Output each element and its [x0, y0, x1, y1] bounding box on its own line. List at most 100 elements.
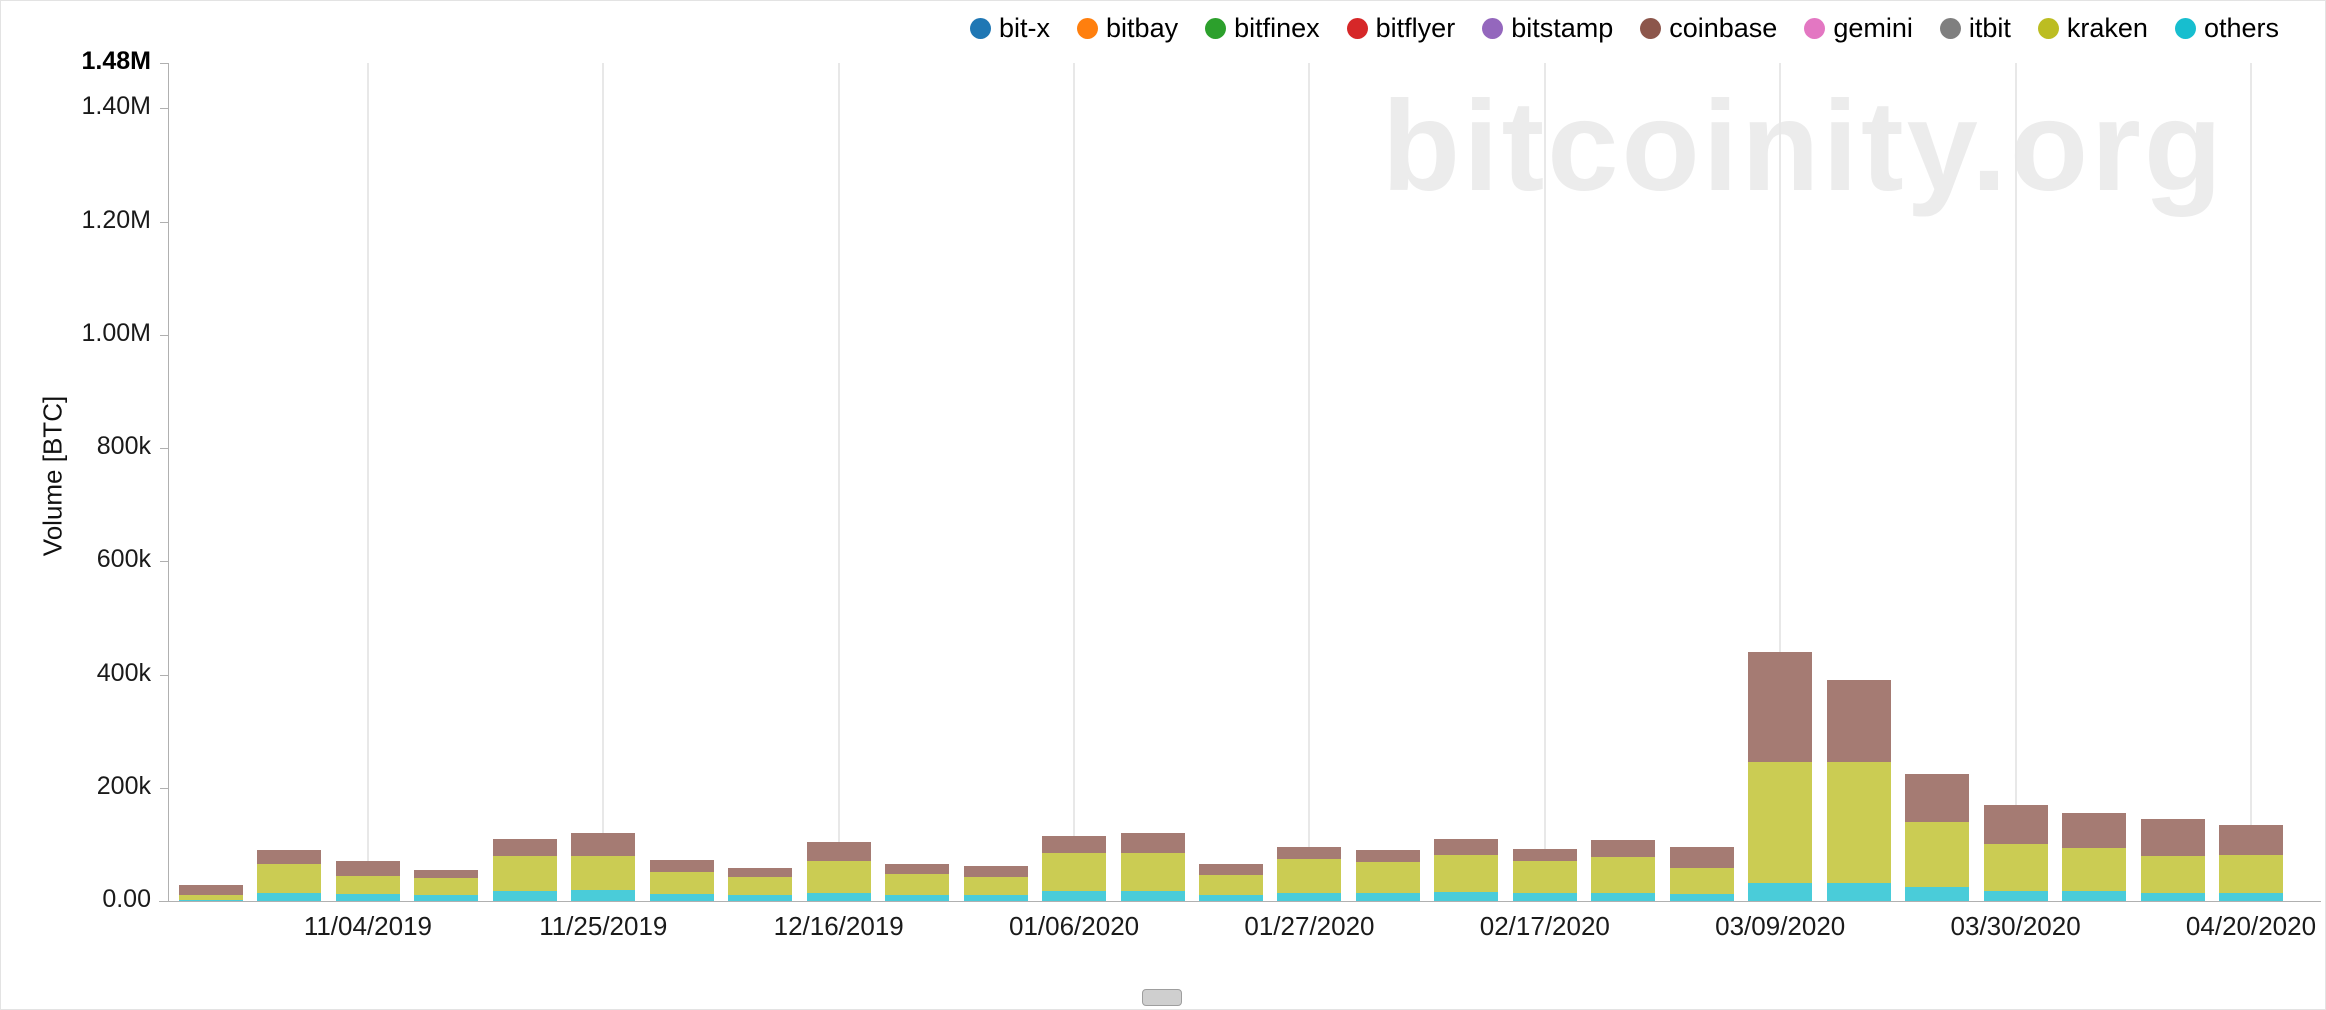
legend-item-bit-x[interactable]: bit-x [970, 13, 1050, 44]
legend-item-others[interactable]: others [2174, 13, 2279, 44]
grid-line [1073, 63, 1076, 901]
y-axis-tick [160, 221, 168, 223]
legend-item-itbit[interactable]: itbit [1939, 13, 2011, 44]
bar[interactable] [1669, 700, 1734, 901]
bar-segment-others[interactable] [963, 895, 1028, 901]
bar-segment-others[interactable] [1120, 890, 1185, 901]
bar[interactable] [492, 652, 557, 901]
grid-line [1308, 63, 1311, 901]
bar[interactable] [2062, 581, 2127, 901]
legend-item-bitfinex[interactable]: bitfinex [1205, 13, 1320, 44]
scrollbar-handle[interactable] [1142, 989, 1182, 1006]
legend-item-bitflyer[interactable]: bitflyer [1346, 13, 1455, 44]
y-tick-label: 1.00M [81, 318, 151, 347]
y-tick-label: 1.20M [81, 205, 151, 234]
bitstamp-legend-dot-icon [1482, 18, 1504, 39]
bar[interactable] [885, 740, 950, 901]
bar[interactable] [1905, 451, 1970, 901]
bar[interactable] [1591, 660, 1656, 901]
bar-segment-kraken[interactable] [1748, 762, 1813, 901]
bar-segment-others[interactable] [1983, 890, 2048, 901]
bar-segment-others[interactable] [1591, 892, 1656, 901]
bar-segment-others[interactable] [649, 894, 714, 901]
bar-segment-others[interactable] [571, 890, 636, 901]
bar-segment-others[interactable] [2062, 891, 2127, 901]
bar[interactable] [1983, 556, 2048, 901]
bar-segment-kraken[interactable] [963, 877, 1028, 901]
bit-x-legend-dot-icon [970, 18, 992, 39]
bar-segment-others[interactable] [257, 892, 322, 901]
bar-segment-others[interactable] [885, 894, 950, 901]
bar[interactable] [335, 737, 400, 901]
bar-segment-others[interactable] [1434, 891, 1499, 901]
bar[interactable] [1434, 658, 1499, 901]
x-tick-label: 03/09/2020 [1715, 911, 1846, 941]
bar[interactable] [1120, 635, 1185, 901]
x-tick-label: 02/17/2020 [1479, 911, 1610, 941]
legend-label: bitfinex [1234, 13, 1320, 43]
bar-segment-others[interactable] [2140, 892, 2205, 901]
y-tick-label: 1.48M [81, 47, 151, 75]
bar-segment-others[interactable] [1669, 893, 1734, 901]
bar-segment-others[interactable] [1042, 891, 1107, 901]
legend-label: kraken [2066, 13, 2148, 43]
grid-line [2250, 63, 2252, 901]
kraken-legend-dot-icon [2037, 18, 2059, 39]
bar-segment-others[interactable] [1512, 893, 1577, 901]
bar[interactable] [1277, 683, 1342, 901]
bar[interactable] [1042, 646, 1107, 901]
bar-segment-others[interactable] [414, 895, 479, 901]
bar[interactable] [2219, 624, 2283, 901]
bar-segment-others[interactable] [1277, 892, 1342, 901]
bar[interactable] [963, 748, 1028, 901]
bar[interactable] [1355, 694, 1420, 901]
x-tick-label: 03/30/2020 [1950, 911, 2081, 941]
itbit-legend-dot-icon [1939, 18, 1961, 39]
bar[interactable] [414, 762, 479, 901]
coinbase-legend-dot-icon [1640, 18, 1662, 39]
bar[interactable] [1199, 740, 1263, 901]
legend-item-coinbase[interactable]: coinbase [1640, 13, 1777, 44]
gemini-legend-dot-icon [1804, 18, 1826, 39]
y-axis-title: Volume [BTC] [37, 395, 68, 557]
bar[interactable] [257, 692, 322, 901]
bar-segment-others[interactable] [2219, 892, 2283, 901]
x-tick-label: 12/16/2019 [773, 911, 904, 941]
legend-label: others [2203, 13, 2279, 43]
bar-segment-others[interactable] [806, 892, 871, 901]
bar[interactable] [1512, 692, 1577, 901]
legend-item-bitbay[interactable]: bitbay [1077, 13, 1178, 44]
bar-segment-kraken[interactable] [179, 895, 243, 901]
bar-segment-kraken[interactable] [414, 878, 479, 901]
legend-item-bitstamp[interactable]: bitstamp [1482, 13, 1613, 44]
bar[interactable] [649, 725, 714, 901]
y-axis-tick [160, 787, 168, 789]
bar[interactable] [571, 624, 636, 901]
x-tick-label: 01/06/2020 [1008, 911, 1140, 941]
bar-segment-kraken[interactable] [1826, 762, 1891, 901]
legend-label: itbit [1968, 13, 2011, 43]
bar-segment-others[interactable] [335, 894, 400, 901]
bar[interactable] [728, 751, 793, 901]
legend-item-kraken[interactable]: kraken [2037, 13, 2148, 44]
bar[interactable] [2140, 612, 2205, 901]
bar[interactable] [1826, 159, 1891, 901]
bar-segment-others[interactable] [1905, 887, 1970, 901]
bar-segment-others[interactable] [179, 899, 243, 901]
y-tick-label: 600k [96, 545, 151, 574]
bar-segment-others[interactable] [728, 895, 793, 901]
bar[interactable] [1748, 63, 1813, 901]
bar[interactable] [179, 850, 243, 901]
bar-segment-others[interactable] [1199, 894, 1263, 901]
legend-label: bit-x [999, 13, 1051, 43]
bar-segment-others[interactable] [492, 891, 557, 901]
y-axis-tick [160, 561, 168, 563]
bar-segment-others[interactable] [1748, 882, 1813, 901]
grid-line [602, 63, 605, 901]
legend-item-gemini[interactable]: gemini [1804, 13, 1913, 44]
grid-line [837, 63, 840, 901]
bar-segment-others[interactable] [1355, 893, 1420, 901]
bar[interactable] [806, 675, 871, 901]
bar-segment-others[interactable] [1826, 882, 1891, 901]
y-axis-tick [160, 448, 168, 450]
